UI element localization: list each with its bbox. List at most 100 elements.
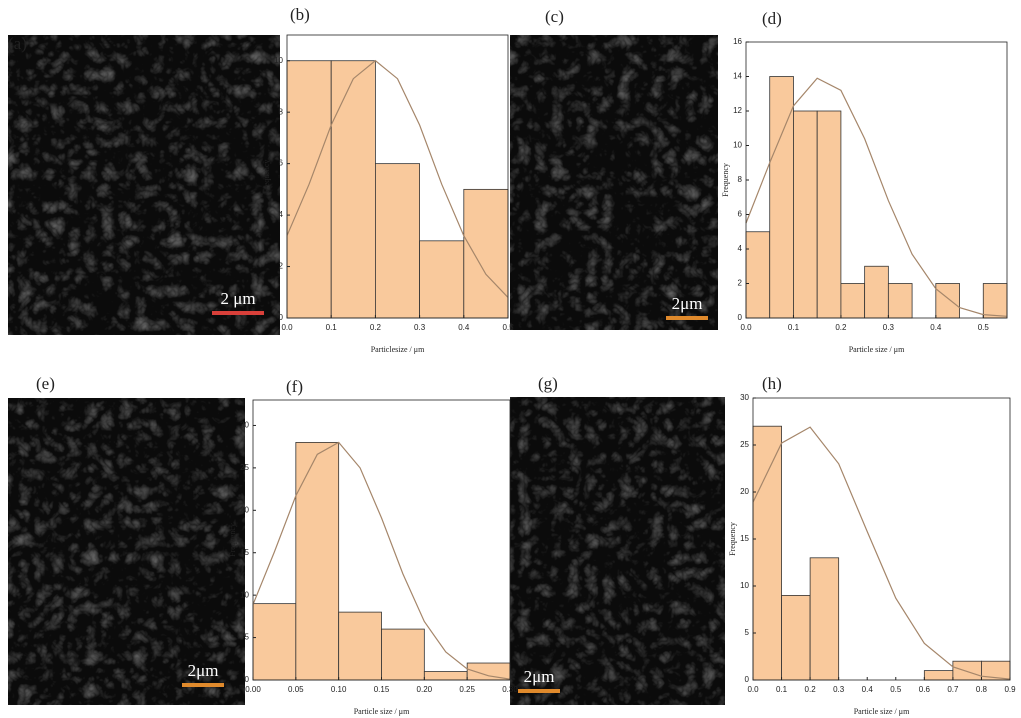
x-tick-label: 0.6	[919, 685, 931, 694]
scale-bar	[518, 689, 560, 693]
y-tick-label: 0	[738, 313, 743, 322]
x-tick-label: 0.20	[417, 685, 433, 694]
x-tick-label: 0.3	[883, 323, 895, 332]
bar	[463, 188, 509, 319]
bar	[781, 595, 811, 681]
y-tick-label: 6	[279, 159, 284, 168]
x-tick-label: 0.9	[1004, 685, 1016, 694]
histogram-panel: 0 2 4 6 8 10 12 14 16 0.0 0.1 0.2 0.3 0.4 0.5 Particle …	[721, 9, 1008, 354]
bar	[752, 425, 782, 681]
y-axis-label: Frequency	[228, 523, 237, 557]
x-tick-label: 0.1	[326, 323, 338, 332]
x-axis-label: Particle size / μm	[354, 707, 410, 716]
histogram-panel: 0 5 10 15 20 25 30 0.00 0.05 0.10 0.15 0.20 0.25 0.30…	[228, 377, 519, 716]
bar	[381, 628, 425, 681]
fit-curve	[752, 426, 1011, 680]
scale-bar	[182, 683, 224, 687]
x-tick-label: 0.5	[890, 685, 902, 694]
plot-frame	[286, 34, 509, 319]
bar	[840, 283, 866, 319]
fit-curve	[286, 59, 509, 298]
x-tick-label: 0.05	[288, 685, 304, 694]
x-tick-label: 0.0	[747, 685, 759, 694]
y-tick-label: 8	[738, 175, 743, 184]
y-tick-label: 14	[733, 72, 742, 81]
bar	[952, 660, 982, 681]
panel-label: (c)	[545, 7, 564, 26]
sem-images: (a) 2 μm (c) 2μm (e) 2μm (g) 2μm	[8, 7, 725, 705]
fit-curve	[745, 77, 1008, 317]
histogram-panel: 0 2 4 6 8 10 0.0 0.1 0.2 0.3 0.4 0.5 Particlesize / …	[262, 5, 514, 354]
bar	[338, 611, 382, 681]
x-tick-label: 0.4	[458, 323, 470, 332]
y-tick-label: 2	[738, 279, 743, 288]
x-tick-label: 0.15	[374, 685, 390, 694]
bar	[745, 231, 771, 319]
y-tick-label: 6	[738, 210, 743, 219]
bar	[330, 60, 376, 319]
bar	[982, 283, 1008, 319]
panel-label: (d)	[762, 9, 782, 28]
bar	[252, 603, 297, 681]
x-tick-label: 0.2	[835, 323, 847, 332]
y-tick-label: 0	[279, 313, 284, 322]
x-axis-label: Particle size / μm	[854, 707, 910, 716]
bar	[923, 670, 954, 681]
bar	[374, 163, 420, 319]
y-tick-label: 0	[245, 675, 250, 684]
y-tick-label: 8	[279, 107, 284, 116]
x-tick-label: 0.25	[459, 685, 475, 694]
x-axis-label: Particle size / μm	[849, 345, 905, 354]
histogram-panel: 0 5 10 15 20 25 30 0.0 0.1 0.2 0.3 0.4 0.5 0.6 0.7 0.8 0…	[728, 374, 1016, 716]
x-tick-label: 0.0	[740, 323, 752, 332]
bar	[769, 76, 794, 319]
sem-highlights	[510, 35, 718, 330]
bar	[295, 442, 340, 681]
bar	[887, 283, 913, 319]
panel-label: (e)	[36, 374, 55, 393]
bar	[793, 110, 818, 319]
y-tick-label: 10	[740, 581, 749, 590]
y-tick-label: 12	[733, 106, 742, 115]
scale-bar-label: 2 μm	[220, 289, 255, 308]
x-tick-label: 0.1	[776, 685, 788, 694]
bar	[809, 557, 840, 681]
bar	[423, 671, 468, 681]
bar	[286, 60, 332, 319]
x-tick-label: 0.2	[805, 685, 817, 694]
y-tick-label: 5	[745, 628, 750, 637]
scale-bar	[666, 316, 708, 320]
x-tick-label: 0.30	[502, 685, 518, 694]
y-tick-label: 15	[740, 534, 749, 543]
y-tick-label: 10	[274, 56, 283, 65]
panel-label: (a)	[8, 34, 27, 53]
sem-highlights	[8, 398, 245, 705]
x-axis-label: Particlesize / μm	[371, 345, 425, 354]
y-tick-label: 20	[240, 505, 249, 514]
histograms: 0 2 4 6 8 10 0.0 0.1 0.2 0.3 0.4 0.5 Particlesize / …	[228, 5, 1016, 716]
panel-label: (g)	[538, 374, 558, 393]
y-tick-label: 0	[745, 675, 750, 684]
x-tick-label: 0.8	[976, 685, 988, 694]
x-tick-label: 0.7	[947, 685, 959, 694]
sem-highlights	[510, 397, 725, 705]
bar	[935, 283, 960, 319]
y-axis-label: Frequency	[721, 163, 730, 197]
panel-label: (h)	[762, 374, 782, 393]
x-tick-label: 0.2	[370, 323, 382, 332]
x-tick-label: 0.3	[833, 685, 845, 694]
scale-bar-label: 2μm	[672, 294, 703, 313]
x-tick-label: 0.10	[331, 685, 347, 694]
scale-bar-label: 2μm	[188, 661, 219, 680]
bar	[816, 110, 842, 319]
y-tick-label: 16	[733, 37, 742, 46]
panel-label: (b)	[290, 5, 310, 24]
y-tick-label: 20	[740, 487, 749, 496]
x-tick-label: 0.5	[502, 323, 514, 332]
y-tick-label: 2	[279, 262, 284, 271]
panel-label: (f)	[286, 377, 303, 396]
scale-bar-label: 2μm	[524, 667, 555, 686]
y-tick-label: 25	[240, 463, 249, 472]
x-tick-label: 0.00	[245, 685, 261, 694]
